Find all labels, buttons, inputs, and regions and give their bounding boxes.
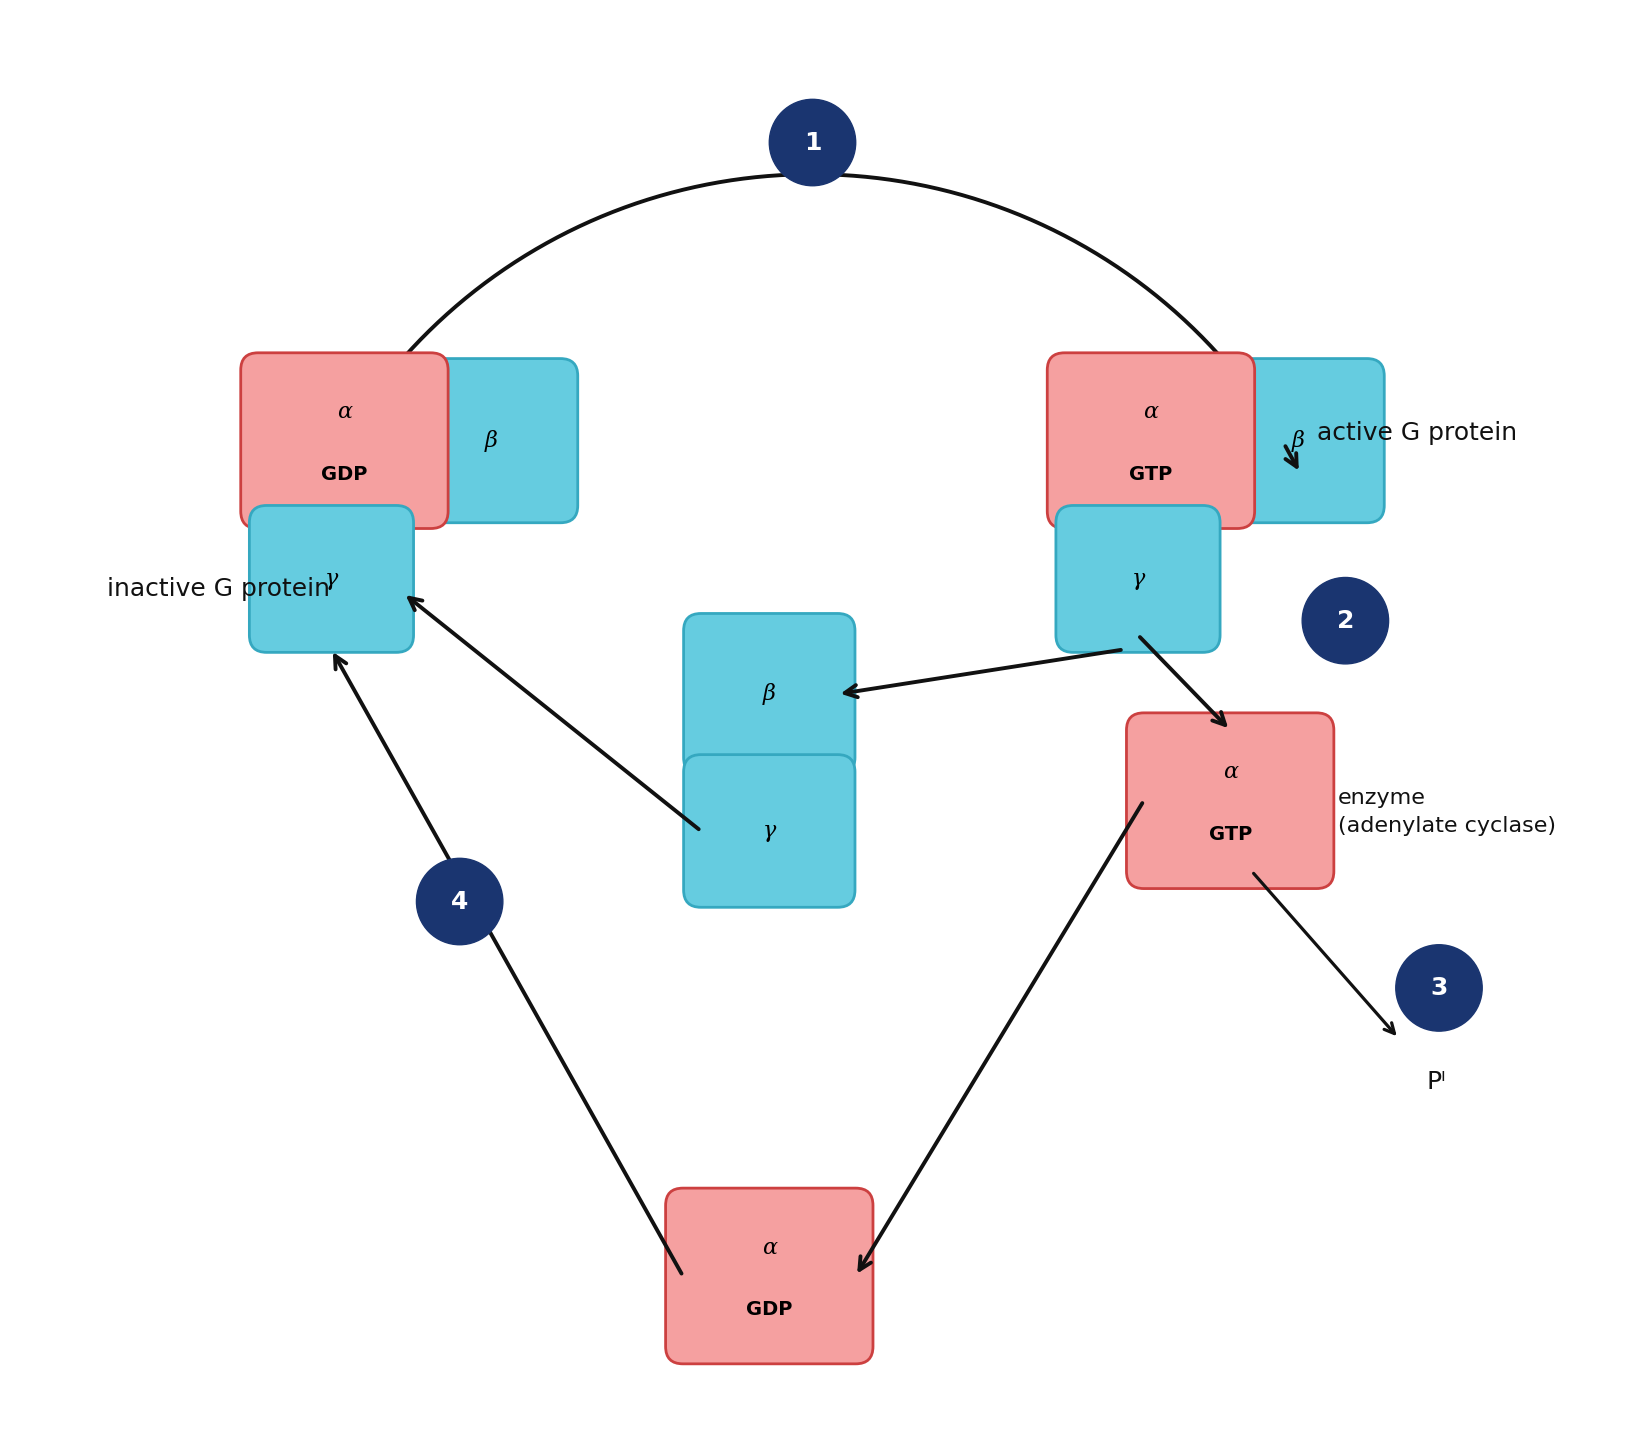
FancyBboxPatch shape — [1056, 505, 1220, 652]
Text: Pᴵ: Pᴵ — [1427, 1069, 1446, 1094]
Text: α: α — [1222, 762, 1238, 784]
FancyBboxPatch shape — [684, 613, 855, 775]
Text: α: α — [1144, 401, 1159, 423]
Text: GDP: GDP — [322, 465, 367, 483]
Text: 4: 4 — [452, 889, 468, 913]
Text: inactive G protein: inactive G protein — [107, 577, 330, 602]
Circle shape — [416, 859, 502, 945]
Text: GTP: GTP — [1209, 825, 1251, 844]
Text: β: β — [762, 683, 775, 706]
FancyBboxPatch shape — [240, 352, 449, 528]
Text: α: α — [762, 1237, 777, 1258]
Text: γ: γ — [1131, 569, 1144, 590]
Text: α: α — [336, 401, 353, 423]
Text: 3: 3 — [1430, 975, 1448, 1000]
FancyBboxPatch shape — [666, 1188, 873, 1364]
FancyBboxPatch shape — [1212, 358, 1384, 522]
Text: 2: 2 — [1337, 609, 1354, 632]
Circle shape — [1396, 945, 1482, 1032]
Text: β: β — [1292, 430, 1305, 452]
FancyBboxPatch shape — [1126, 713, 1334, 889]
Text: active G protein: active G protein — [1316, 421, 1516, 446]
Circle shape — [1302, 577, 1389, 664]
FancyBboxPatch shape — [1046, 352, 1254, 528]
FancyBboxPatch shape — [249, 505, 413, 652]
Text: β: β — [484, 430, 497, 452]
Text: γ: γ — [325, 569, 338, 590]
Text: enzyme
(adenylate cyclase): enzyme (adenylate cyclase) — [1337, 788, 1557, 837]
Text: γ: γ — [762, 820, 775, 841]
FancyBboxPatch shape — [684, 755, 855, 908]
Text: GDP: GDP — [746, 1300, 793, 1319]
Text: GTP: GTP — [1129, 465, 1173, 483]
FancyBboxPatch shape — [405, 358, 578, 522]
Text: 1: 1 — [804, 130, 821, 154]
Circle shape — [769, 100, 856, 186]
